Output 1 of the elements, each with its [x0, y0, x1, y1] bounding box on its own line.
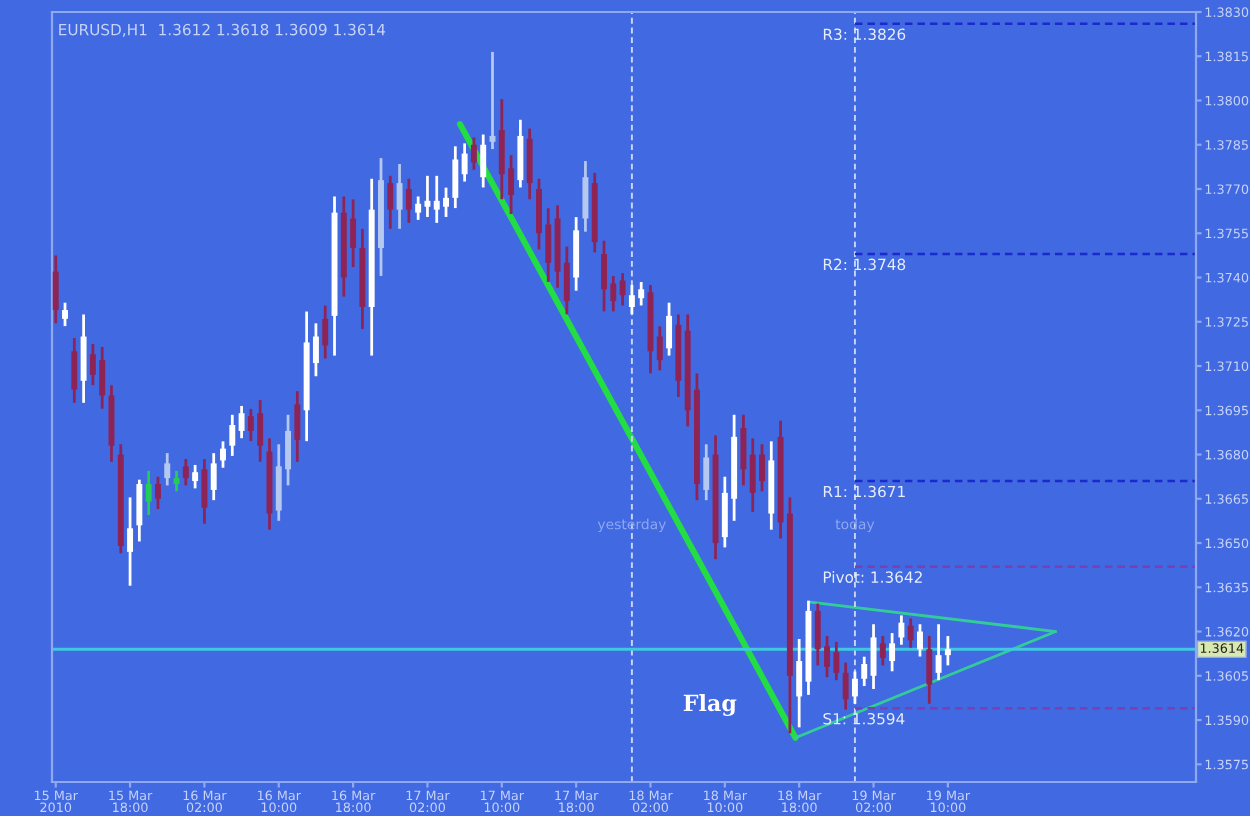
- annotation: Flag: [683, 694, 737, 716]
